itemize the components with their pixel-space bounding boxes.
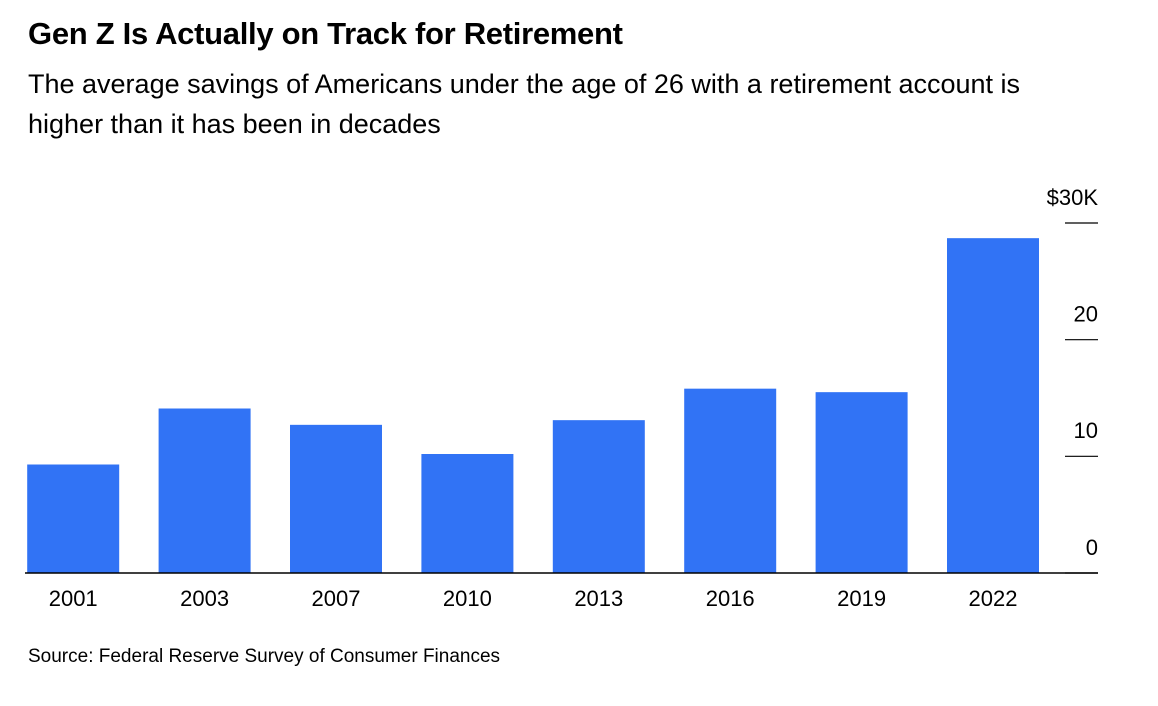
bar [27, 464, 120, 573]
chart-subtitle: The average savings of Americans under t… [28, 69, 1021, 139]
x-tick-label: 2013 [574, 586, 623, 611]
bar [421, 454, 514, 573]
y-tick-label: 10 [1074, 418, 1098, 443]
bar [815, 392, 908, 573]
bar [158, 408, 251, 573]
x-tick-label: 2019 [837, 586, 886, 611]
bar [947, 238, 1039, 573]
y-tick-label: $30K [1047, 185, 1099, 210]
x-tick-label: 2003 [180, 586, 229, 611]
y-tick-label: 0 [1086, 535, 1098, 560]
x-tick-label: 2022 [969, 586, 1018, 611]
x-tick-label: 2010 [443, 586, 492, 611]
bar [684, 388, 777, 573]
x-tick-label: 2016 [706, 586, 755, 611]
source-note: Source: Federal Reserve Survey of Consum… [28, 646, 501, 667]
x-tick-label: 2007 [312, 586, 361, 611]
bar [552, 420, 645, 573]
chart-title: Gen Z Is Actually on Track for Retiremen… [28, 16, 623, 51]
y-tick-label: 20 [1074, 301, 1098, 326]
x-tick-label: 2001 [49, 586, 98, 611]
bar [290, 424, 382, 573]
